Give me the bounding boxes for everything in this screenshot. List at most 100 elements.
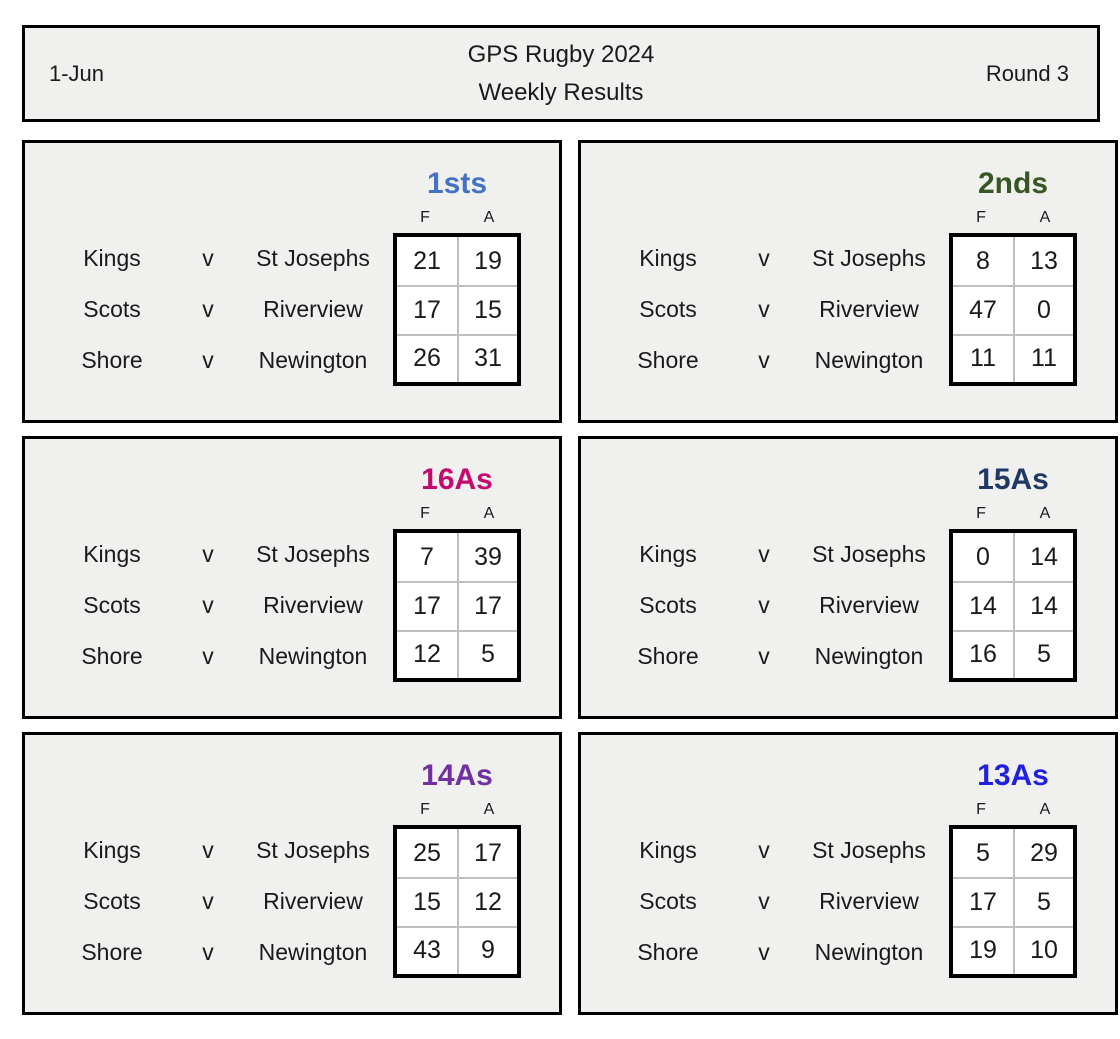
for-column-label: F <box>420 801 430 818</box>
home-team: Kings <box>83 541 141 567</box>
fixtures-list: Kings v St Josephs Scots v Riverview Sho… <box>581 825 949 978</box>
fixture-row: Shore v Newington <box>581 631 949 682</box>
away-team: Riverview <box>819 296 919 322</box>
grade-heading: 13As <box>977 759 1049 792</box>
versus-label: v <box>202 541 214 567</box>
score-for: 17 <box>397 285 457 334</box>
home-team: Shore <box>637 347 699 373</box>
score-against: 17 <box>457 829 517 878</box>
for-column-label: F <box>420 505 430 522</box>
score-for: 7 <box>397 533 457 582</box>
score-column-headers: F A <box>393 203 521 233</box>
fixture-row: Scots v Riverview <box>581 580 949 631</box>
score-for: 0 <box>953 533 1013 582</box>
grade-heading: 14As <box>421 759 493 792</box>
fixture-row: Kings v St Josephs <box>581 529 949 580</box>
versus-label: v <box>202 296 214 322</box>
score-table: 7 39 17 17 12 5 <box>393 529 521 682</box>
versus-label: v <box>202 643 214 669</box>
against-column-label: A <box>1039 209 1051 226</box>
round-label: Round 3 <box>985 60 1069 86</box>
score-against: 5 <box>1013 877 1073 926</box>
fixture-row: Scots v Riverview <box>581 876 949 927</box>
grade-heading: 1sts <box>426 167 488 200</box>
for-column-label: F <box>976 209 986 226</box>
for-column-label: F <box>976 801 986 818</box>
fixtures-list: Kings v St Josephs Scots v Riverview Sho… <box>581 233 949 386</box>
versus-label: v <box>758 245 770 271</box>
score-against: 10 <box>1013 925 1073 974</box>
sheet-title: GPS Rugby 2024 Weekly Results <box>235 36 887 110</box>
home-team: Shore <box>81 643 143 669</box>
against-column-label: A <box>483 505 495 522</box>
home-team: Scots <box>83 888 141 914</box>
for-column-label: F <box>976 505 986 522</box>
home-team: Scots <box>639 888 697 914</box>
grade-panel-15as: 15As F A Kings v St Josephs Scots v Rive… <box>578 436 1118 719</box>
against-column-label: A <box>483 209 495 226</box>
versus-label: v <box>202 592 214 618</box>
score-for: 17 <box>397 581 457 630</box>
home-team: Scots <box>639 296 697 322</box>
score-table: 0 14 14 14 16 5 <box>949 529 1077 682</box>
score-against: 5 <box>457 629 517 678</box>
away-team: St Josephs <box>256 541 370 567</box>
score-for: 12 <box>397 629 457 678</box>
fixture-row: Kings v St Josephs <box>581 825 949 876</box>
away-team: St Josephs <box>812 541 926 567</box>
against-column-label: A <box>1039 505 1051 522</box>
score-for: 14 <box>953 581 1013 630</box>
away-team: Newington <box>258 939 368 965</box>
sheet-header: 1-Jun GPS Rugby 2024 Weekly Results Roun… <box>22 25 1100 122</box>
home-team: Kings <box>639 837 697 863</box>
score-against: 14 <box>1013 581 1073 630</box>
score-table: 5 29 17 5 19 10 <box>949 825 1077 978</box>
against-column-label: A <box>483 801 495 818</box>
score-against: 11 <box>1013 333 1073 382</box>
fixture-row: Scots v Riverview <box>25 284 393 335</box>
home-team: Scots <box>83 296 141 322</box>
score-against: 5 <box>1013 629 1073 678</box>
versus-label: v <box>758 643 770 669</box>
score-against: 31 <box>457 333 517 382</box>
fixture-row: Kings v St Josephs <box>25 529 393 580</box>
fixtures-list: Kings v St Josephs Scots v Riverview Sho… <box>25 529 393 682</box>
home-team: Scots <box>83 592 141 618</box>
fixtures-list: Kings v St Josephs Scots v Riverview Sho… <box>25 825 393 978</box>
score-table: 21 19 17 15 26 31 <box>393 233 521 386</box>
home-team: Scots <box>639 592 697 618</box>
versus-label: v <box>758 541 770 567</box>
fixture-row: Shore v Newington <box>25 631 393 682</box>
grade-panel-2nds: 2nds F A Kings v St Josephs Scots v Rive… <box>578 140 1118 423</box>
away-team: Newington <box>258 643 368 669</box>
fixture-row: Shore v Newington <box>581 335 949 386</box>
versus-label: v <box>202 347 214 373</box>
versus-label: v <box>758 347 770 373</box>
score-for: 43 <box>397 925 457 974</box>
away-team: Newington <box>814 939 924 965</box>
score-for: 17 <box>953 877 1013 926</box>
versus-label: v <box>202 939 214 965</box>
home-team: Kings <box>639 245 697 271</box>
fixture-row: Scots v Riverview <box>581 284 949 335</box>
home-team: Shore <box>81 939 143 965</box>
score-against: 14 <box>1013 533 1073 582</box>
versus-label: v <box>758 837 770 863</box>
score-table: 8 13 47 0 11 11 <box>949 233 1077 386</box>
grade-heading: 2nds <box>977 167 1049 200</box>
grade-panel-14as: 14As F A Kings v St Josephs Scots v Rive… <box>22 732 562 1015</box>
score-column-headers: F A <box>949 203 1077 233</box>
score-against: 17 <box>457 581 517 630</box>
score-for: 26 <box>397 333 457 382</box>
for-column-label: F <box>420 209 430 226</box>
fixture-row: Scots v Riverview <box>25 876 393 927</box>
grade-heading: 15As <box>977 463 1049 496</box>
away-team: St Josephs <box>812 837 926 863</box>
grade-panel-13as: 13As F A Kings v St Josephs Scots v Rive… <box>578 732 1118 1015</box>
grade-panel-16as: 16As F A Kings v St Josephs Scots v Rive… <box>22 436 562 719</box>
score-against: 13 <box>1013 237 1073 286</box>
score-against: 19 <box>457 237 517 286</box>
score-table: 25 17 15 12 43 9 <box>393 825 521 978</box>
sheet-title-line1: GPS Rugby 2024 <box>467 41 655 69</box>
